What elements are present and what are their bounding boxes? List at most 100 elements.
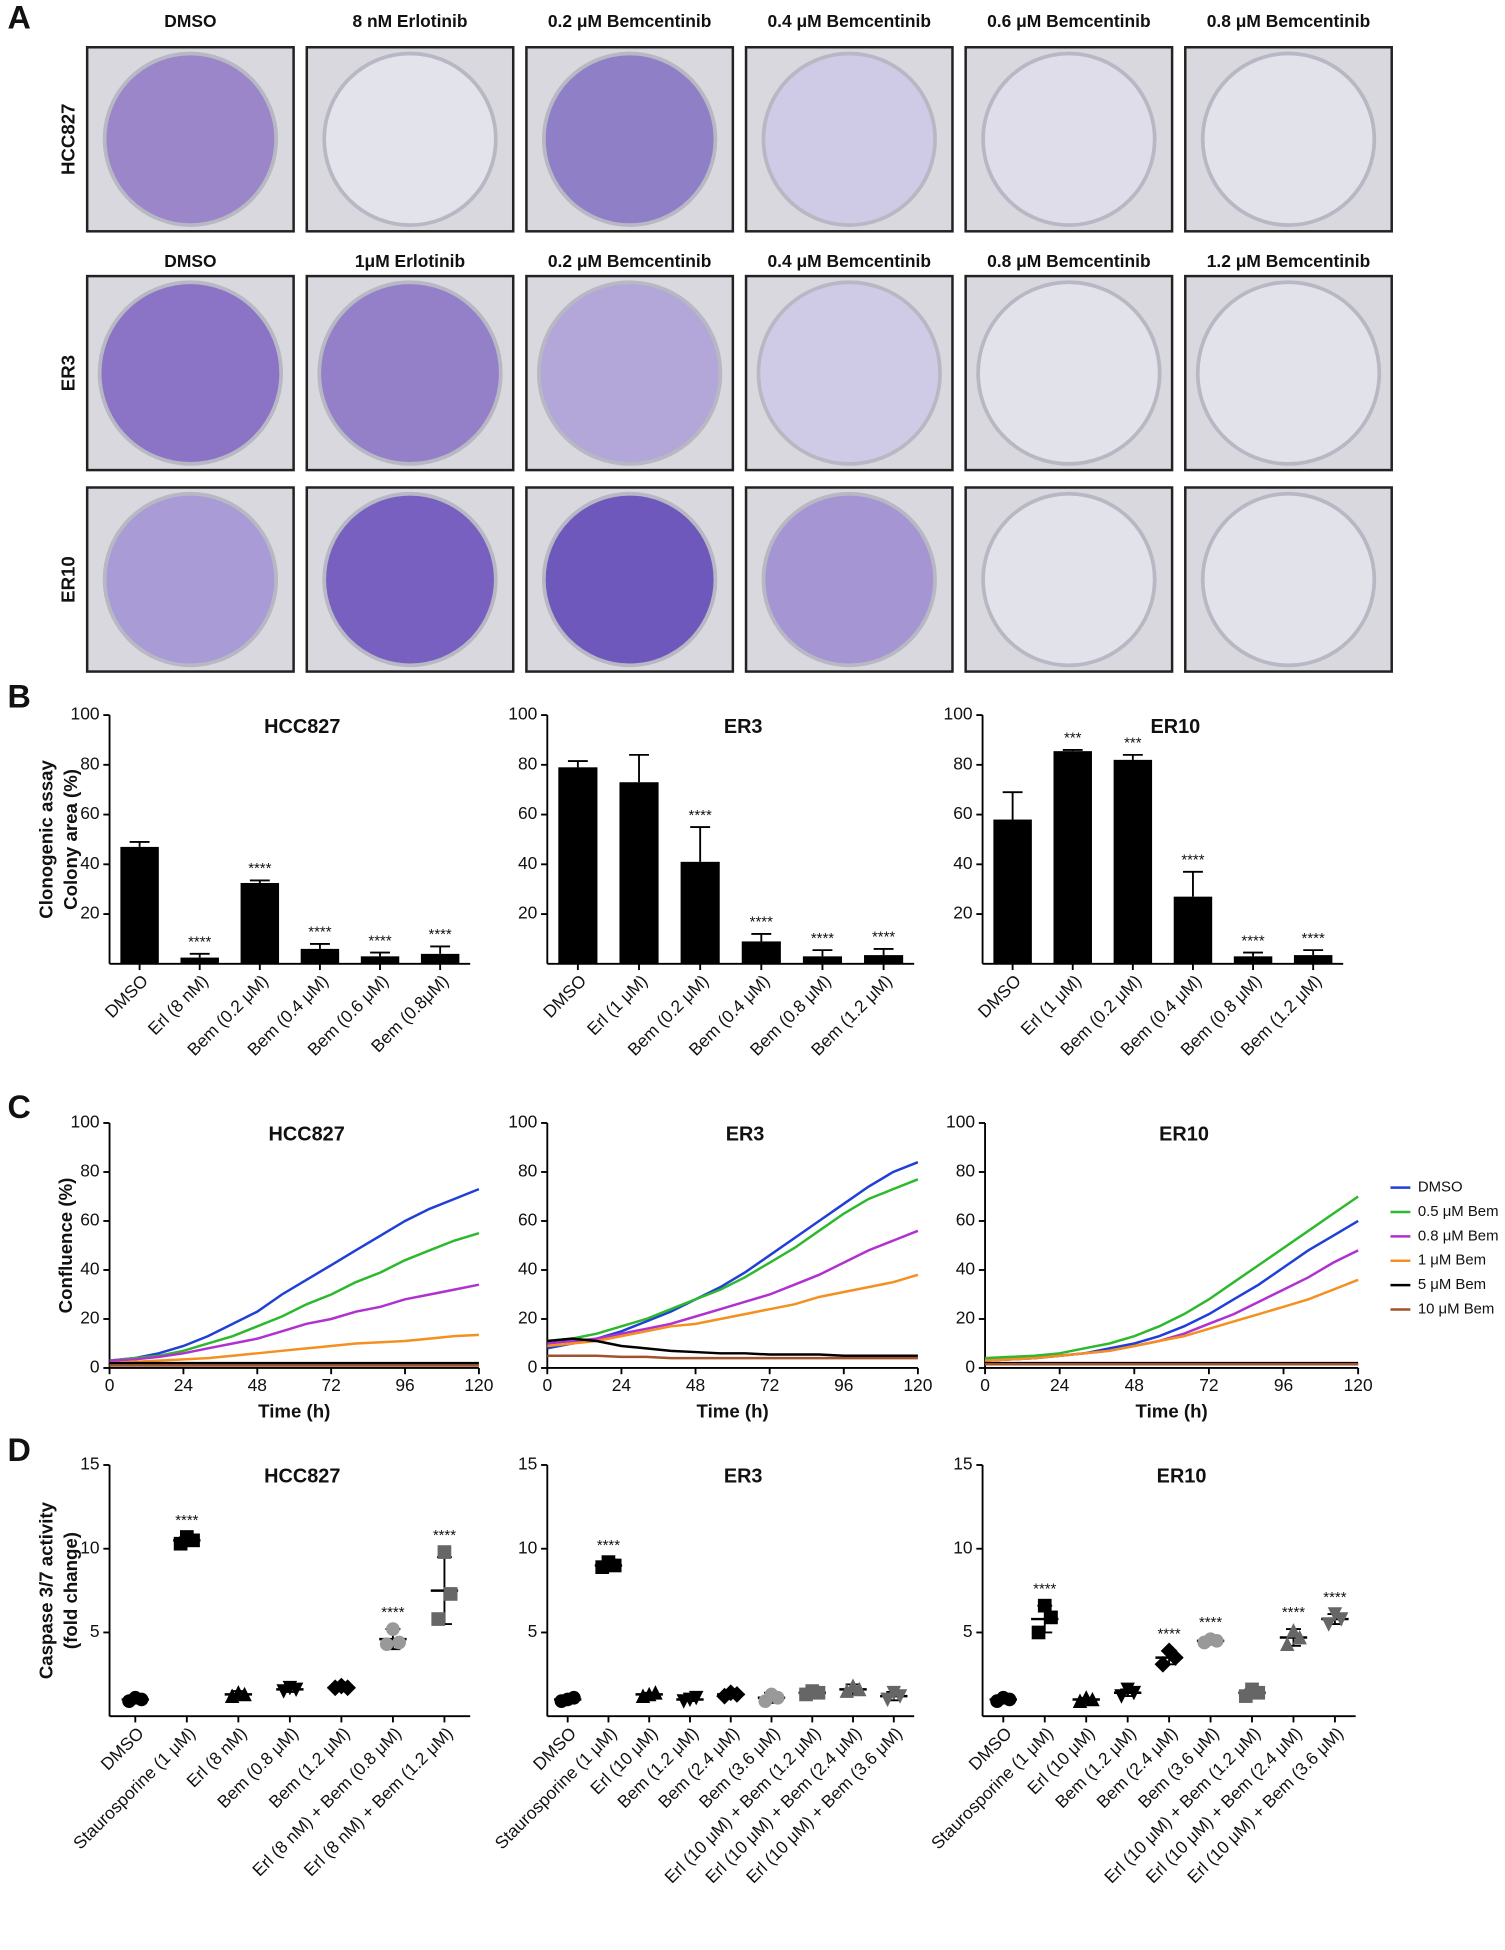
error-bar: [1002, 791, 1023, 820]
significance: ****: [308, 924, 331, 941]
panel-label: D: [8, 1432, 31, 1468]
chart-title: ER3: [724, 1466, 763, 1488]
significance: ***: [1124, 735, 1142, 752]
error-bar: [629, 753, 649, 783]
y-axis-label: Clonogenic assay: [35, 760, 56, 919]
error-bar: [690, 826, 711, 862]
point: [386, 1622, 400, 1636]
point: [567, 1690, 581, 1705]
condition-label: 0.8 μM Bemcentinib: [987, 251, 1150, 271]
y-axis-label: (fold change): [60, 1532, 81, 1649]
plate: [541, 51, 718, 227]
chart-title: HCC827: [269, 1124, 345, 1146]
bar: [558, 767, 598, 964]
plate: [1200, 491, 1377, 668]
error-bar: [309, 942, 330, 949]
condition-label: 0.4 μM Bemcentinib: [768, 251, 931, 271]
bar: [1173, 896, 1213, 964]
y-tick-label: 40: [953, 853, 972, 873]
y-tick-label: 80: [953, 753, 972, 773]
condition-label: 0.4 μM Bemcentinib: [768, 11, 931, 31]
legend-label: 0.5 μM Bem: [1418, 1203, 1499, 1220]
error-bar: [430, 945, 451, 954]
point: [1292, 1629, 1307, 1645]
legend-label: 10 μM Bem: [1418, 1300, 1495, 1317]
plate: [97, 280, 284, 466]
point: [648, 1685, 663, 1700]
y-tick-label: 60: [956, 1210, 975, 1230]
significance: ****: [872, 929, 895, 946]
line: [547, 1354, 918, 1360]
condition-label: 1.2 μM Bemcentinib: [1207, 251, 1370, 271]
x-tick-label: 120: [464, 1375, 493, 1395]
y-tick-label: 0: [965, 1357, 975, 1377]
plate: [541, 491, 718, 668]
y-tick-label: 60: [80, 1210, 99, 1230]
line: [547, 1337, 918, 1358]
y-tick-label: 60: [518, 1210, 537, 1230]
plate: [761, 51, 937, 227]
x-tick-label: 72: [321, 1375, 340, 1395]
error-bar: [189, 952, 210, 958]
line: [984, 1249, 1359, 1362]
point: [811, 1685, 826, 1700]
point: [1166, 1649, 1184, 1666]
bar: [180, 957, 219, 964]
y-tick-label: 15: [518, 1454, 537, 1474]
y-tick-label: 15: [953, 1454, 972, 1474]
condition-label: 0.2 μM Bemcentinib: [548, 251, 711, 271]
plate: [976, 280, 1162, 466]
line: [984, 1278, 1359, 1362]
legend-label: 0.8 μM Bem: [1418, 1227, 1499, 1244]
significance: ****: [368, 932, 391, 949]
point: [186, 1533, 200, 1548]
x-tick-label: 24: [174, 1375, 194, 1395]
point: [1286, 1623, 1301, 1638]
line: [109, 1187, 480, 1362]
legend-label: DMSO: [1418, 1179, 1463, 1196]
y-tick-label: 80: [518, 1161, 537, 1181]
plate: [102, 491, 279, 668]
bar: [993, 819, 1032, 964]
line: [547, 1161, 919, 1350]
condition-label: 8 nM Erlotinib: [352, 11, 467, 31]
plate: [102, 51, 279, 227]
significance: ****: [188, 934, 211, 951]
bar: [1293, 955, 1333, 964]
chart-title: ER3: [726, 1124, 765, 1146]
panel-label: B: [8, 678, 31, 714]
y-tick-label: 20: [518, 903, 537, 923]
x-tick-label: 0: [980, 1375, 990, 1395]
point: [431, 1612, 446, 1626]
x-tick-label: 48: [248, 1375, 267, 1395]
error-bar: [567, 760, 588, 768]
point: [1280, 1636, 1295, 1652]
error-bar: [1243, 951, 1264, 957]
y-tick-label: 80: [80, 1161, 99, 1181]
significance: ****: [1033, 1580, 1056, 1597]
condition-label: DMSO: [164, 11, 216, 31]
x-tick-label: 0: [105, 1375, 115, 1395]
y-tick-label: 100: [944, 704, 973, 724]
plate: [322, 51, 498, 227]
x-axis-label: Time (h): [697, 1401, 769, 1422]
condition-label: DMSO: [164, 251, 216, 271]
plate: [981, 51, 1157, 227]
significance: ****: [1158, 1626, 1181, 1643]
line: [984, 1195, 1359, 1360]
plate: [317, 280, 503, 466]
point: [1126, 1685, 1142, 1701]
point: [134, 1692, 149, 1707]
bar: [680, 861, 720, 964]
point: [237, 1686, 252, 1702]
point: [1321, 1617, 1336, 1632]
point: [892, 1689, 908, 1704]
point: [728, 1686, 746, 1703]
point: [1154, 1655, 1172, 1673]
point: [392, 1635, 406, 1650]
significance: ****: [1282, 1604, 1305, 1621]
x-tick-label: 120: [903, 1375, 932, 1395]
condition-label: 0.8 μM Bemcentinib: [1207, 11, 1370, 31]
line: [109, 1283, 480, 1362]
row-label: ER3: [58, 355, 79, 391]
